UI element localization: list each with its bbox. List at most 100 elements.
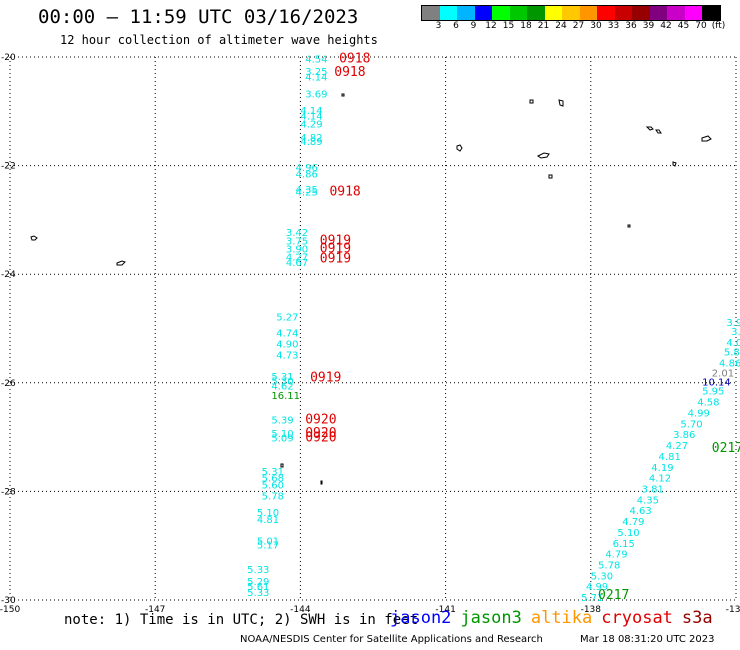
color-swatch: [457, 6, 475, 20]
wave-height-value: 4.81: [257, 515, 279, 526]
lon-tick-label: -141: [435, 605, 455, 615]
color-scale-label: 70: [695, 21, 707, 31]
map-grid: [9, 56, 737, 601]
color-swatch: [562, 6, 580, 20]
lon-tick-label: -150: [0, 605, 20, 615]
pass-time: 0217: [598, 588, 629, 603]
pass-time: 0217: [712, 441, 740, 456]
wave-height-value: 4.96: [296, 163, 318, 174]
wave-height-value: 5.27: [276, 312, 298, 323]
wave-height-value: 5.39: [271, 416, 293, 427]
color-scale-label: 24: [555, 21, 567, 31]
wave-height-value: 3.90: [286, 244, 308, 255]
color-scale-label: 9: [470, 21, 477, 31]
island-outline: [537, 152, 550, 159]
color-swatch: [509, 6, 527, 20]
island-outline: [280, 463, 284, 468]
wave-height-value: 4.19: [651, 463, 673, 474]
lon-tick-label: -135: [726, 605, 740, 615]
lat-tick-label: -28: [1, 487, 16, 497]
wave-height-value: 5.30: [271, 376, 293, 387]
wave-height-value: 4.79: [605, 550, 627, 561]
legend-jason3: jason3: [460, 608, 522, 628]
pass-time: 0919: [310, 371, 341, 386]
wave-height-value: 5.31: [271, 372, 293, 383]
color-swatch: [702, 6, 720, 20]
wave-height-value: 4.29: [300, 120, 322, 131]
wave-height-value: 2.01: [712, 368, 734, 379]
wave-height-value: 4.14: [300, 106, 322, 117]
color-swatch: [649, 6, 667, 20]
wave-height-value: 5.17: [257, 540, 279, 551]
island-outline: [672, 161, 677, 167]
pass-time: 0918: [339, 51, 370, 66]
color-scale-label: 36: [625, 21, 637, 31]
color-swatch: [667, 6, 685, 20]
wave-height-value: 4.35: [296, 185, 318, 196]
axis-labels: -150 -147 -144 -141 -138 -135 -20 -22 -24 -26 -28 -…: [0, 53, 740, 615]
pass-time: 0919: [320, 251, 351, 266]
wave-height-value: 4.74: [276, 329, 298, 340]
color-scale-label: 18: [520, 21, 532, 31]
wave-height-value: 5.30: [591, 571, 613, 582]
wave-height-value: 3.86: [673, 430, 695, 441]
color-scale-label: 12: [485, 21, 497, 31]
color-scale-label: 3: [435, 21, 442, 31]
color-swatch: [439, 6, 457, 20]
wave-height-value: 4.99: [688, 408, 710, 419]
legend-jason2: jason2: [390, 608, 452, 628]
lon-tick-label: -147: [145, 605, 165, 615]
footer-credit: NOAA/NESDIS Center for Satellite Applica…: [240, 634, 543, 645]
legend-cryosat: cryosat: [601, 608, 673, 628]
color-swatch: [544, 6, 562, 20]
island-outline: [627, 224, 631, 228]
island-outline: [30, 235, 38, 241]
lat-tick-label: -20: [1, 53, 16, 63]
wave-height-value: 3.96: [726, 318, 740, 329]
wave-height-value: 5.78: [598, 561, 620, 572]
page-title: 00:00 – 11:59 UTC 03/16/2023: [38, 6, 359, 28]
wave-height-value: 3.25: [305, 67, 327, 78]
wave-height-value: 4.81: [659, 452, 681, 463]
wave-height-value: 4.79: [622, 517, 644, 528]
wave-height-value: 5.68: [262, 474, 284, 485]
color-scale-label: 39: [642, 21, 655, 31]
wave-height-value: 4.90: [276, 340, 298, 351]
wave-height-value: 3.6: [731, 327, 740, 338]
wave-height-value: 5.81: [724, 348, 740, 359]
island-outline: [548, 174, 553, 179]
lon-tick-label: -144: [290, 605, 311, 615]
color-swatch: [579, 6, 597, 20]
satellite-legend: jason2 jason3 altika cryosat s3a: [390, 608, 722, 628]
lat-tick-label: -26: [1, 379, 16, 389]
wave-height-value: 4.12: [649, 474, 671, 485]
wave-height-value: 4.54: [305, 54, 327, 65]
pass-time: 0918: [334, 65, 365, 80]
color-swatch: [684, 6, 702, 20]
pass-time: 0919: [320, 241, 351, 256]
pass-time: 0919: [320, 233, 351, 248]
island-outline: [456, 144, 463, 152]
island-outline: [558, 99, 564, 107]
lat-tick-label: -24: [1, 270, 16, 280]
lon-tick-label: -138: [581, 605, 602, 615]
pass-time: 0918: [329, 184, 360, 199]
wave-height-value: 3.69: [305, 90, 327, 101]
wave-height-value: 4.14: [305, 72, 327, 83]
wave-height-value: 4.05: [726, 338, 740, 349]
wave-height-value: 5.95: [702, 387, 724, 398]
wave-height-value: 5.33: [247, 565, 269, 576]
color-swatch: [632, 6, 650, 20]
color-scale-label: (ft): [711, 21, 726, 31]
wave-height-value: 4.25: [296, 187, 318, 198]
wave-height-value: 6.15: [613, 539, 635, 550]
wave-height-readings: 4.543.254.143.694.144.144.294.824.894.96…: [247, 54, 740, 604]
wave-height-value: 16.11: [271, 391, 300, 402]
color-scale-bar: [421, 5, 721, 21]
wave-height-value: 5.10: [617, 528, 639, 539]
legend-altika: altika: [530, 608, 593, 628]
color-swatch: [474, 6, 492, 20]
island-outline: [655, 129, 662, 134]
color-scale-label: 6: [453, 21, 459, 31]
